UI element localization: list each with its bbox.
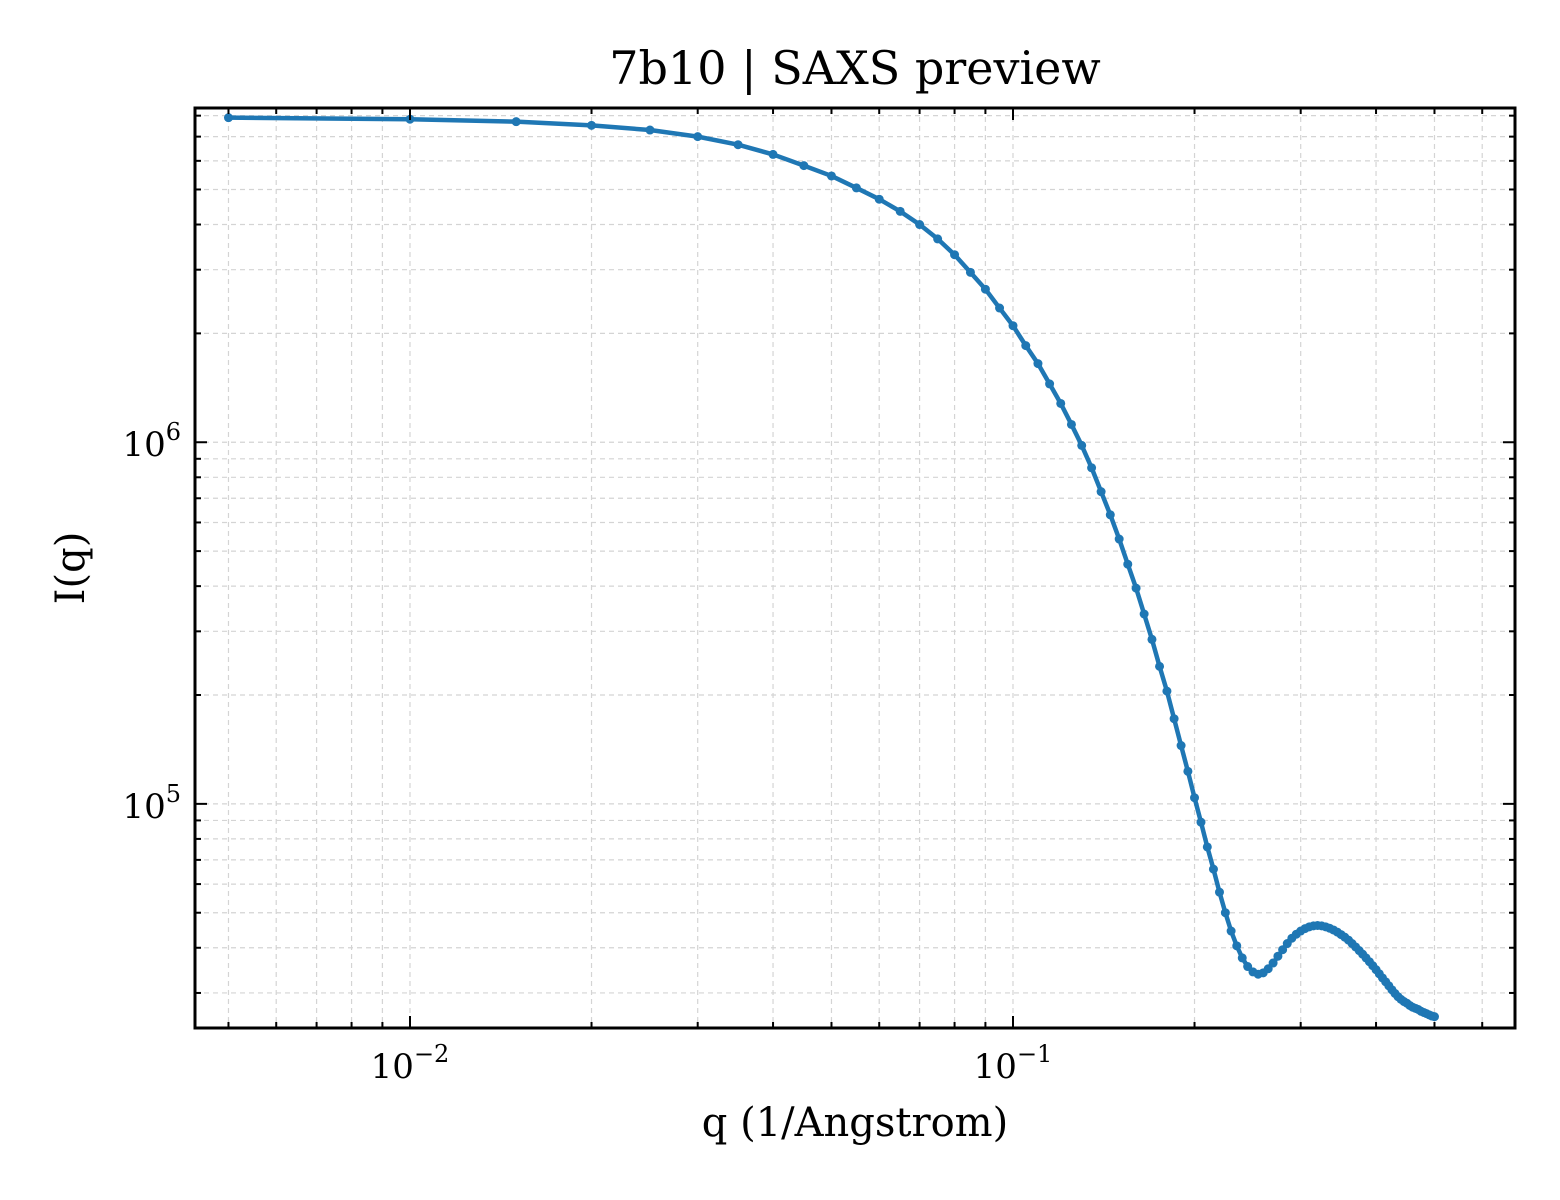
data-point [1155,661,1165,671]
data-point [1202,842,1212,852]
data-point [1056,398,1066,408]
chart-title: 7b10 | SAXS preview [609,41,1101,95]
data-point [693,132,703,142]
data-point [1169,714,1179,724]
data-point [1066,419,1076,429]
series-layer [223,113,1439,1022]
data-point [1131,583,1141,593]
x-axis-label: q (1/Angstrom) [702,1100,1008,1146]
data-point [1139,609,1149,619]
data-point [1162,686,1172,696]
data-point [1008,321,1018,331]
data-point [933,234,943,244]
data-point [826,171,836,181]
data-point [915,220,925,230]
x-tick-label: 10−2 [371,1040,450,1087]
data-point [799,161,809,171]
data-point [511,117,521,127]
data-point [587,120,597,130]
data-point [768,149,778,159]
x-tick-label: 10−1 [974,1040,1053,1087]
data-point [1045,379,1055,389]
data-point [1183,766,1193,776]
data-point [1147,634,1157,644]
data-point [1429,1012,1439,1022]
data-point [1105,510,1115,520]
data-point [895,206,905,216]
data-point [1176,741,1186,751]
data-point [1208,864,1218,874]
data-point [1237,953,1247,963]
data-point [1278,945,1288,955]
data-point [1268,958,1278,968]
grid [195,108,1515,1028]
data-point [1033,359,1043,369]
data-point [851,183,861,193]
y-tick-label: 106 [122,418,181,465]
data-point [223,113,233,123]
data-point [1190,793,1200,803]
tick-layer: 10−2 10−1 105 106 [122,108,1515,1087]
data-point [965,267,975,277]
data-point [645,125,655,135]
data-point [980,284,990,294]
y-tick-label: 105 [122,780,181,827]
data-point [1232,941,1242,951]
plot-frame [193,106,1517,1030]
data-point [1214,887,1224,897]
data-point [1021,341,1031,351]
data-point [1273,951,1283,961]
data-point [1087,463,1097,473]
data-point [874,194,884,204]
data-point [1220,908,1230,918]
data-point [950,250,960,260]
data-point [1077,440,1087,450]
data-point [995,303,1005,313]
data-point [1196,817,1206,827]
data-point [733,140,743,150]
data-point [1096,487,1106,497]
data-point [1123,559,1133,569]
data-point [1114,534,1124,544]
data-point [1226,926,1236,936]
y-axis-label: I(q) [48,532,94,605]
